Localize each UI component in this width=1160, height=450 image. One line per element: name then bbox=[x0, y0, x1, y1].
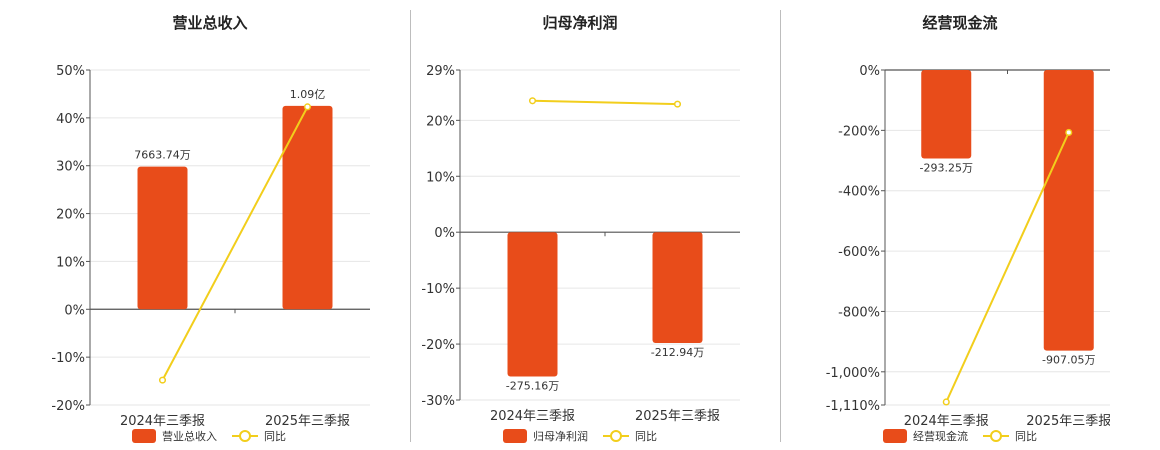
y-tick-label: 29% bbox=[426, 64, 455, 79]
chart-title: 归母净利润 bbox=[542, 14, 617, 32]
yoy-point bbox=[673, 100, 682, 108]
legend-line-label: 同比 bbox=[264, 430, 286, 443]
panel-divider bbox=[780, 10, 781, 442]
yoy-point bbox=[942, 398, 950, 406]
chart-title: 营业总收入 bbox=[172, 14, 247, 32]
x-category-label: 2025年三季报 bbox=[265, 414, 350, 429]
y-tick-label: -1,110% bbox=[826, 399, 880, 414]
y-tick-label: 20% bbox=[56, 208, 85, 223]
y-tick-label: -600% bbox=[838, 245, 880, 260]
chart-panel-cash-flow: 经营现金流 0% -200% -400% -600% -800% -1,000% -1,110… bbox=[740, 0, 1110, 450]
y-tick-label: 10% bbox=[56, 255, 85, 270]
bar bbox=[652, 232, 703, 343]
y-tick-label: -20% bbox=[51, 399, 85, 414]
y-tick-label: -10% bbox=[421, 282, 455, 297]
y-tick-label: 20% bbox=[426, 114, 455, 129]
y-tick-label: -10% bbox=[51, 351, 85, 366]
legend-bar-label: 归母净利润 bbox=[533, 429, 588, 443]
chart-cash-flow: 经营现金流 0% -200% -400% -600% -800% -1,000% -1,110… bbox=[826, 14, 1110, 443]
legend-line-label: 同比 bbox=[1015, 430, 1037, 443]
yoy-point bbox=[1065, 128, 1073, 137]
y-tick-label: -1,000% bbox=[826, 366, 880, 381]
chart-title: 经营现金流 bbox=[922, 14, 997, 32]
x-category-label: 2024年三季报 bbox=[120, 414, 205, 429]
y-tick-label: 10% bbox=[426, 170, 455, 185]
chart-net-profit: 归母净利润 29% 20% 10% 0% -10% -20% -30% -275.16万 2024… bbox=[421, 14, 740, 443]
y-tick-label: 0% bbox=[64, 303, 85, 318]
legend-line-marker bbox=[990, 430, 1002, 442]
y-tick-label: 30% bbox=[56, 160, 85, 175]
panel-divider bbox=[410, 10, 411, 442]
bar bbox=[921, 70, 972, 159]
yoy-line bbox=[945, 132, 1070, 403]
x-category-label: 2024年三季报 bbox=[904, 414, 989, 429]
y-tick-label: -200% bbox=[838, 124, 880, 139]
chart-panel-revenue: 营业总收入 50% 40% 30% 20% 10% 0% -10% -20% 7663.74万 20… bbox=[0, 0, 370, 450]
y-tick-label: 0% bbox=[434, 226, 455, 241]
y-tick-label: -800% bbox=[838, 305, 880, 320]
chart-revenue: 营业总收入 50% 40% 30% 20% 10% 0% -10% -20% 7663.74万 20… bbox=[51, 14, 370, 443]
legend-bar-label: 营业总收入 bbox=[162, 429, 217, 443]
y-tick-label: 50% bbox=[56, 64, 85, 79]
legend-bar-swatch bbox=[883, 429, 907, 443]
chart-panel-net-profit: 归母净利润 29% 20% 10% 0% -10% -20% -30% -275.16万 2024… bbox=[370, 0, 740, 450]
bar-data-label: 1.09亿 bbox=[290, 88, 326, 101]
x-category-label: 2025年三季报 bbox=[1026, 414, 1110, 429]
legend-bar-swatch bbox=[503, 429, 527, 443]
y-tick-label: -30% bbox=[421, 394, 455, 409]
yoy-line bbox=[161, 106, 309, 381]
yoy-point bbox=[303, 103, 312, 111]
x-category-label: 2024年三季报 bbox=[490, 409, 575, 424]
legend-line-label: 同比 bbox=[635, 430, 657, 443]
y-tick-label: 40% bbox=[56, 112, 85, 127]
bar-data-label: -212.94万 bbox=[651, 346, 704, 359]
bar-data-label: -293.25万 bbox=[920, 162, 973, 175]
bar bbox=[507, 232, 558, 377]
bar-data-label: 7663.74万 bbox=[134, 149, 191, 162]
legend-bar-swatch bbox=[132, 429, 156, 443]
bar bbox=[282, 105, 333, 310]
bar bbox=[1043, 70, 1094, 351]
yoy-line bbox=[532, 99, 678, 106]
y-tick-label: -400% bbox=[838, 185, 880, 200]
y-tick-label: -20% bbox=[421, 338, 455, 353]
legend-line-marker bbox=[239, 430, 251, 442]
bar bbox=[137, 166, 188, 310]
yoy-point bbox=[158, 376, 167, 384]
legend-bar-label: 经营现金流 bbox=[913, 429, 968, 443]
bar-data-label: -275.16万 bbox=[506, 380, 559, 393]
yoy-point bbox=[528, 97, 537, 105]
bar-data-label: -907.05万 bbox=[1042, 354, 1095, 367]
x-category-label: 2025年三季报 bbox=[635, 409, 720, 424]
y-tick-label: 0% bbox=[859, 64, 880, 79]
legend-line-marker bbox=[610, 430, 622, 442]
